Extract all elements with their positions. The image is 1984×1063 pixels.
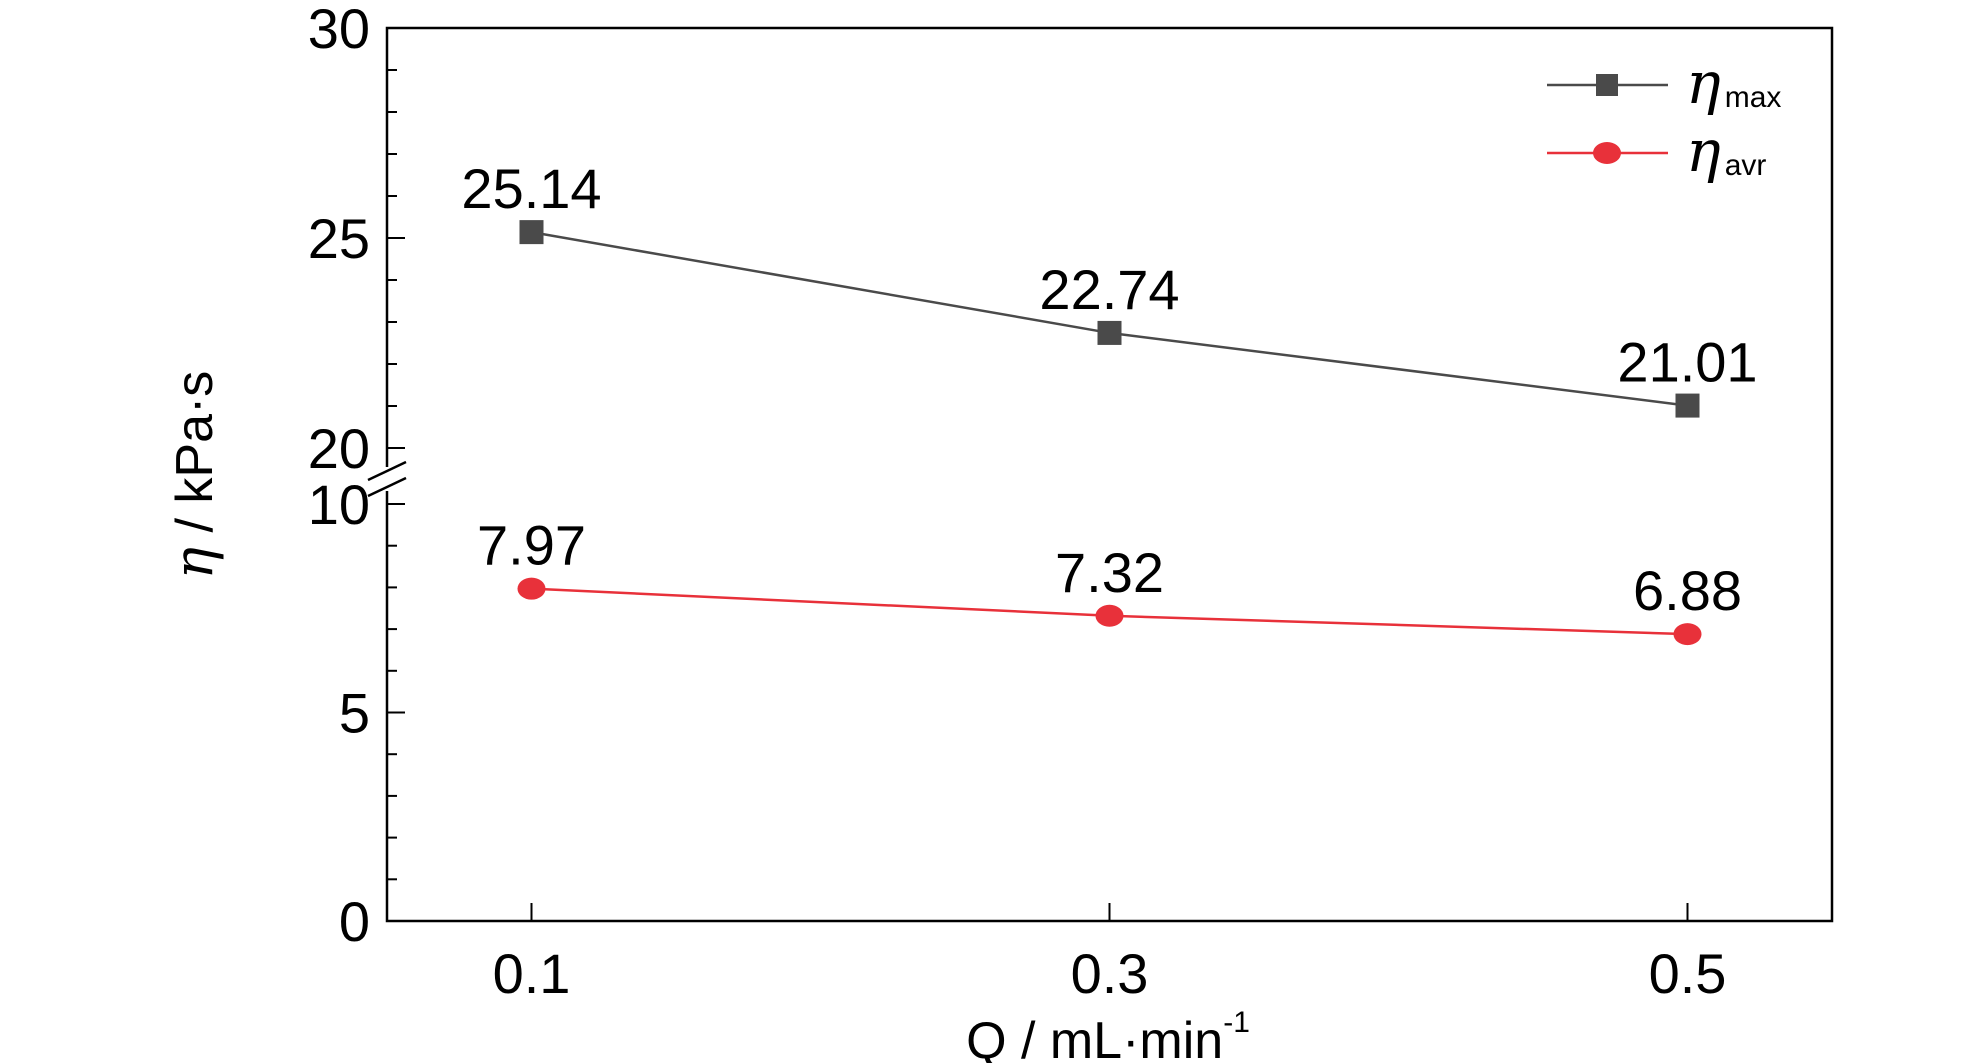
y-tick-label: 30 <box>308 0 370 60</box>
legend-label-avr: η avr <box>1686 117 1766 185</box>
y-tick-label: 10 <box>308 473 370 536</box>
legend-label-max: η max <box>1686 49 1781 117</box>
data-point-max <box>519 220 544 245</box>
plot-frame <box>385 26 1834 923</box>
x-tick-label: 0.3 <box>1071 942 1149 1005</box>
y-axis-title: η / kPa·s <box>162 371 225 580</box>
y-tick-label: 20 <box>308 417 370 480</box>
x-tick-label: 0.5 <box>1649 942 1727 1005</box>
y-tick-label: 25 <box>308 207 370 270</box>
legend-symbol: η <box>1686 49 1721 117</box>
legend-subscript: max <box>1725 81 1782 114</box>
data-point-max <box>1097 320 1122 345</box>
y-axis-symbol: η <box>162 547 225 579</box>
x-axis-title: Q / mL·min-1 <box>966 1006 1250 1063</box>
legend-symbol: η <box>1686 117 1721 185</box>
y-axis-ticks: 20 25 30 0 5 10 <box>308 0 405 953</box>
x-tick-label: 0.1 <box>493 942 571 1005</box>
axis-break-mark <box>367 460 407 498</box>
data-point-avr <box>1095 604 1124 627</box>
x-axis-main: Q / mL·min <box>966 1012 1223 1063</box>
data-label-avr: 7.32 <box>1055 541 1164 604</box>
legend-subscript: avr <box>1725 149 1767 182</box>
data-point-avr <box>517 577 546 600</box>
y-tick-label: 0 <box>339 890 370 953</box>
legend-marker-avr <box>1593 142 1621 164</box>
series-layer: 25.14 22.74 21.01 7.97 7.32 6.88 <box>461 157 1758 646</box>
data-point-max <box>1675 393 1700 418</box>
data-label-max: 25.14 <box>461 157 601 220</box>
y-tick-label: 5 <box>339 682 370 745</box>
x-axis-superscript: -1 <box>1223 1006 1250 1039</box>
legend-marker-max <box>1596 74 1618 96</box>
data-label-max: 22.74 <box>1039 258 1179 321</box>
data-label-max: 21.01 <box>1617 331 1757 394</box>
data-point-avr <box>1673 623 1702 646</box>
data-label-avr: 6.88 <box>1633 559 1742 622</box>
x-axis-ticks: 0.1 0.3 0.5 <box>493 903 1727 1005</box>
data-label-avr: 7.97 <box>477 514 586 577</box>
y-axis-unit: / kPa·s <box>166 371 224 547</box>
